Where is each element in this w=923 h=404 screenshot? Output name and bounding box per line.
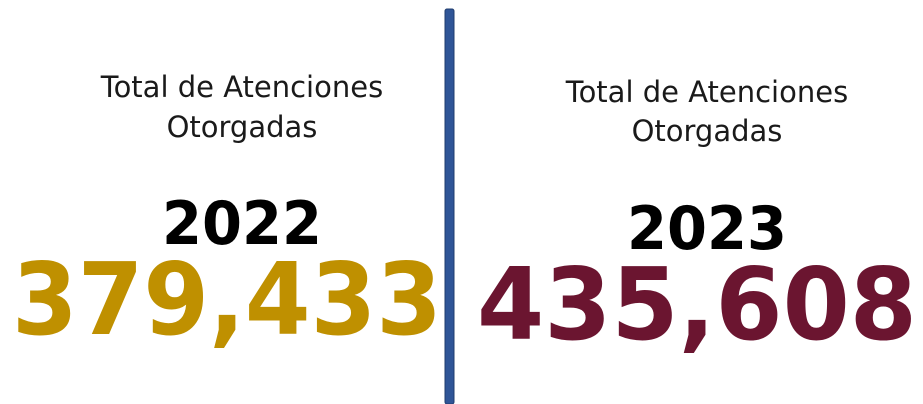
label-line: Total de Atenciones bbox=[565, 75, 848, 109]
panel-2022: Total de Atenciones Otorgadas 2022 379,4… bbox=[12, 70, 442, 358]
year: 2022 bbox=[162, 189, 322, 259]
total: 379,433 bbox=[12, 241, 442, 358]
label-line: Otorgadas bbox=[167, 110, 318, 144]
divider bbox=[444, 8, 455, 404]
label-line: Total de Atenciones bbox=[100, 70, 383, 104]
panel-2023: Total de Atenciones Otorgadas 2023 435,6… bbox=[477, 75, 917, 363]
label-line: Otorgadas bbox=[632, 114, 783, 148]
total: 435,608 bbox=[477, 246, 917, 363]
year: 2023 bbox=[627, 194, 787, 264]
